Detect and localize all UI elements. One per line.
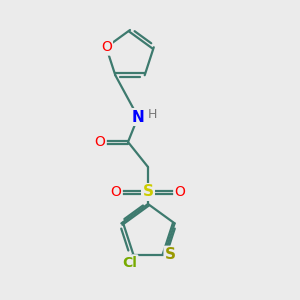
Text: S: S [165, 247, 176, 262]
Text: O: O [111, 185, 122, 199]
Text: N: N [132, 110, 144, 124]
Text: O: O [94, 135, 105, 149]
Text: O: O [101, 40, 112, 54]
Text: Cl: Cl [122, 256, 137, 270]
Text: H: H [147, 107, 157, 121]
Text: S: S [142, 184, 154, 200]
Text: O: O [175, 185, 185, 199]
